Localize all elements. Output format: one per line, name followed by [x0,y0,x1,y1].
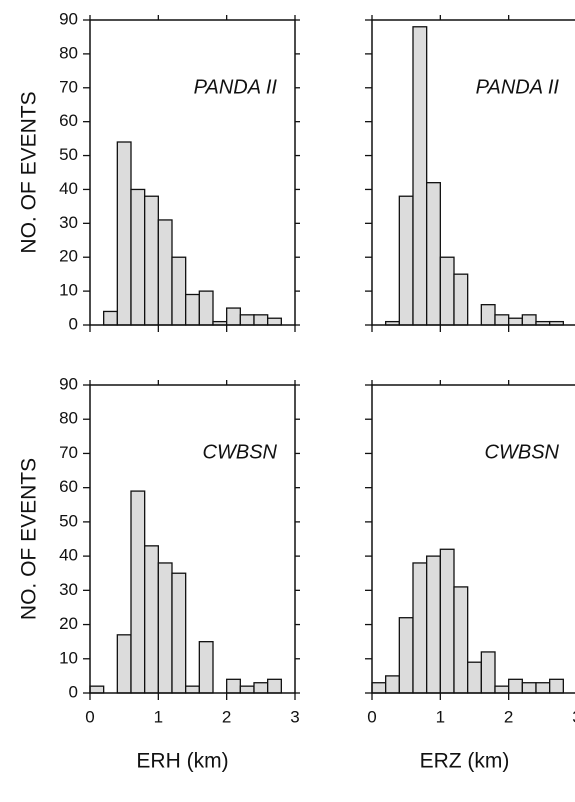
bar [439,256,455,326]
bar [267,678,282,694]
y-tick-label: 10 [59,648,78,667]
bar [426,182,441,326]
bar [198,641,214,694]
y-tick-label: 30 [59,213,78,232]
bar [453,273,469,326]
y-tick-label: 50 [59,511,78,530]
x-tick-label: 3 [572,707,575,726]
bar [480,304,496,326]
bar [226,307,241,326]
y-tick-label: 0 [69,682,78,701]
bar [439,548,455,694]
bar [103,310,118,326]
y-tick-label: 20 [59,247,78,266]
y-tick-label: 30 [59,580,78,599]
plot-frame [371,384,575,694]
bar [253,682,269,694]
bar [198,290,214,326]
panel-annotation: CWBSN [203,441,278,463]
y-tick-label: 40 [59,179,78,198]
x-tick-label: 0 [367,707,376,726]
x-tick-label: 2 [504,707,513,726]
plot-frame [89,384,296,694]
y-axis-label: NO. OF EVENTS [18,91,41,253]
bar [494,685,510,694]
bar [467,661,482,694]
bar [130,188,146,326]
plot-frame [371,19,575,326]
bar [185,293,200,326]
y-tick-label: 10 [59,281,78,300]
bar [385,675,400,694]
plot-frame [89,19,296,326]
bar [226,678,241,694]
y-tick-label: 20 [59,614,78,633]
bar [398,195,414,326]
bar [89,685,105,694]
bar [398,617,414,694]
bar [171,256,187,326]
bar [508,678,523,694]
bar [267,317,282,326]
y-tick-label: 70 [59,443,78,462]
y-tick-label: 50 [59,145,78,164]
bar [549,678,564,694]
bar [144,545,159,694]
y-tick-label: 90 [59,9,78,28]
bar [535,682,551,694]
panel-annotation: PANDA II [476,76,560,98]
bar [412,562,428,694]
x-tick-label: 1 [154,707,163,726]
bar [239,685,255,694]
bar [480,651,496,694]
bar [494,314,510,326]
x-tick-label: 2 [222,707,231,726]
bar [130,490,146,694]
y-tick-label: 70 [59,77,78,96]
x-axis-label: ERZ (km) [420,750,510,773]
y-tick-label: 40 [59,546,78,565]
panel-annotation: CWBSN [485,441,560,463]
bar [185,685,200,694]
bar [521,682,537,694]
bar [453,586,469,694]
bar [171,572,187,694]
bar [521,314,537,326]
y-tick-label: 60 [59,111,78,130]
bar [157,219,173,326]
y-tick-label: 60 [59,477,78,496]
bar [157,562,173,694]
y-axis-label: NO. OF EVENTS [18,458,41,620]
bar [426,555,441,694]
x-axis-label: ERH (km) [136,750,228,773]
y-tick-label: 80 [59,43,78,62]
bar [253,314,269,326]
x-tick-label: 3 [290,707,299,726]
y-tick-label: 80 [59,409,78,428]
panel-annotation: PANDA II [194,76,278,98]
bar [239,314,255,326]
bar [144,195,159,326]
bar [116,141,132,326]
bar [412,26,428,326]
y-tick-label: 0 [69,314,78,333]
bar [371,682,387,694]
bar [116,634,132,694]
bar [508,317,523,326]
x-tick-label: 1 [436,707,445,726]
y-tick-label: 90 [59,374,78,393]
x-tick-label: 0 [85,707,94,726]
